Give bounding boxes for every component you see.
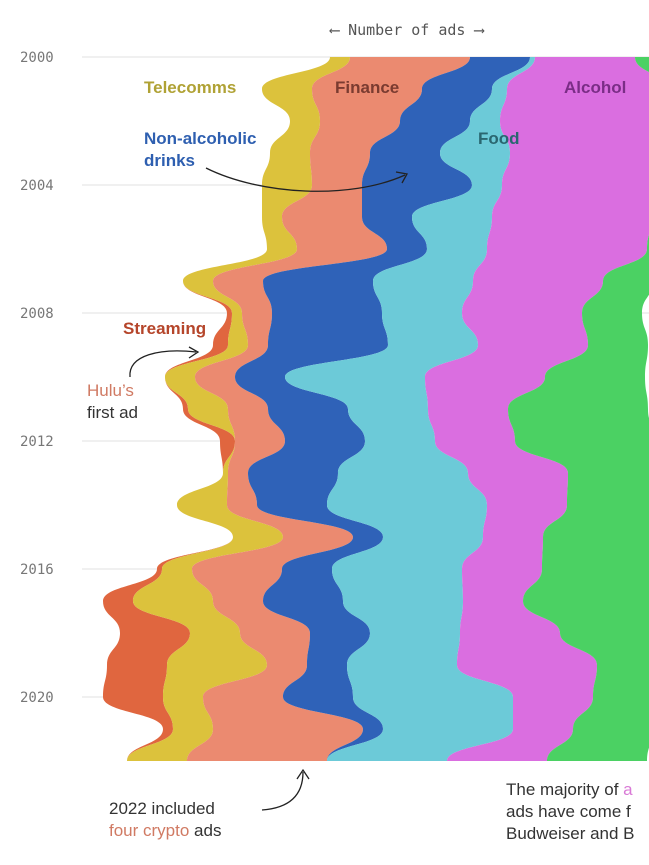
hulu-note: Hulu’s first ad: [87, 380, 138, 424]
majority-highlight: a: [623, 780, 633, 799]
y-tick-label: 2008: [20, 306, 54, 322]
label-alcohol: Alcohol: [564, 78, 627, 97]
crypto-arrow: [261, 771, 304, 811]
crypto-rest: ads: [189, 821, 222, 840]
crypto-highlight: four crypto: [109, 821, 190, 840]
stream-layer-alcohol: [425, 57, 649, 761]
crypto-line1: 2022 included: [109, 799, 215, 818]
hulu-arrow: [129, 350, 197, 378]
label-nonalc-line1: Non-alcoholic: [144, 129, 257, 148]
stream-layer-streaming: [103, 57, 330, 761]
nonalc-arrow: [205, 167, 406, 192]
y-tick-label: 2016: [20, 562, 54, 578]
arrow-left-icon: ⟵: [330, 21, 340, 39]
stream-layer-non-alcoholic-drinks: [235, 57, 530, 761]
stream-layer-food: [285, 57, 535, 761]
label-telecomms: Telecomms: [144, 78, 237, 97]
crypto-note: 2022 included four crypto ads: [109, 798, 221, 842]
y-tick-label: 2004: [20, 178, 54, 194]
y-tick-label: 2012: [20, 434, 54, 450]
stream-layer-telecomms: [127, 57, 350, 761]
majority-line3: Budweiser and B: [506, 824, 635, 843]
hulu-highlight: Hulu’s: [87, 381, 134, 400]
y-tick-label: 2020: [20, 690, 54, 706]
stream-layer-other: [508, 57, 649, 761]
hulu-arrowhead: [188, 346, 200, 359]
nonalc-arrowhead: [395, 171, 409, 184]
label-streaming: Streaming: [123, 319, 207, 338]
label-nonalc-line2: drinks: [144, 151, 196, 170]
label-finance: Finance: [335, 78, 400, 97]
x-axis-label: Number of ads: [348, 21, 466, 39]
x-axis-title: ⟵ Number of ads ⟶: [330, 21, 484, 39]
y-tick-label: 2000: [20, 50, 54, 66]
majority-line1: The majority of: [506, 780, 624, 799]
crypto-arrowhead: [296, 768, 310, 780]
label-food: Food: [478, 129, 520, 148]
majority-note: The majority of a ads have come f Budwei…: [506, 779, 635, 845]
arrow-right-icon: ⟶: [474, 21, 484, 39]
majority-line2: ads have come f: [506, 802, 631, 821]
stream-layer-finance: [187, 57, 470, 761]
hulu-rest: first ad: [87, 403, 139, 422]
